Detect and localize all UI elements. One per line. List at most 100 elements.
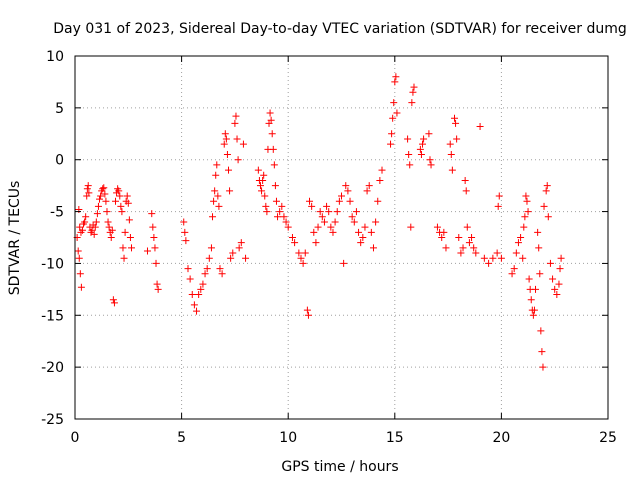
data-point-marker [126, 234, 134, 241]
x-tick-label: 20 [492, 430, 510, 446]
data-point-marker [457, 249, 465, 257]
data-point-marker [151, 244, 159, 252]
data-point-marker [357, 239, 365, 247]
data-point-marker [93, 210, 101, 218]
data-point-marker [149, 223, 157, 231]
data-point-marker [536, 270, 544, 278]
data-point-marker [338, 192, 345, 200]
data-point-marker [210, 197, 218, 205]
data-point-marker [363, 187, 371, 195]
data-point-marker [335, 197, 343, 205]
data-point-marker [274, 213, 282, 221]
data-point-marker [211, 187, 219, 195]
data-point-marker [262, 202, 270, 210]
data-point-marker [110, 299, 118, 307]
data-point-marker [205, 254, 213, 262]
data-point-marker [470, 244, 478, 252]
data-point-marker [108, 226, 116, 234]
data-point-marker [320, 218, 328, 226]
x-axis-label: GPS time / hours [281, 459, 398, 475]
data-point-marker [76, 270, 84, 278]
data-point-marker [318, 213, 326, 221]
y-tick-label: 10 [46, 49, 64, 65]
data-point-marker [389, 114, 397, 122]
data-point-marker [391, 78, 399, 86]
data-point-marker [306, 197, 314, 205]
data-point-marker [99, 185, 107, 193]
data-point-marker [121, 228, 129, 236]
data-point-marker [463, 223, 471, 231]
data-point-marker [256, 182, 264, 190]
data-point-marker [213, 161, 221, 169]
data-point-marker [312, 239, 320, 247]
data-point-marker [143, 247, 151, 255]
data-point-marker [82, 213, 90, 221]
data-point-marker [408, 99, 416, 107]
data-point-marker [440, 228, 448, 236]
data-point-marker [543, 182, 551, 190]
data-point-marker [340, 259, 348, 267]
data-point-marker [260, 171, 268, 179]
data-point-marker [390, 99, 398, 107]
data-point-marker [438, 234, 446, 241]
data-point-marker [355, 228, 363, 236]
data-point-marker [304, 311, 312, 319]
data-point-marker [480, 254, 488, 262]
data-point-marker [223, 151, 231, 159]
data-point-marker [393, 109, 401, 117]
data-point-marker [117, 202, 125, 210]
data-point-marker [215, 202, 223, 210]
data-point-marker [472, 249, 480, 257]
data-point-marker [497, 254, 505, 262]
data-point-marker [225, 166, 233, 174]
data-point-marker [404, 135, 412, 143]
data-point-marker [525, 275, 533, 283]
data-point-marker [233, 135, 241, 143]
data-point-marker [388, 130, 396, 138]
data-point-marker [102, 197, 110, 205]
data-point-marker [182, 237, 190, 245]
data-point-marker [519, 254, 527, 262]
data-point-marker [214, 192, 222, 200]
data-point-marker [299, 259, 307, 267]
data-point-marker [542, 187, 550, 195]
data-point-marker [465, 239, 473, 247]
y-tick-label: -15 [41, 308, 64, 324]
data-point-marker [489, 254, 497, 262]
data-point-marker [461, 176, 469, 184]
data-point-marker [120, 254, 128, 262]
data-point-marker [88, 226, 96, 234]
x-tick-label: 0 [71, 430, 80, 446]
data-point-marker [124, 199, 132, 207]
data-point-marker [544, 213, 552, 221]
data-point-marker [199, 280, 207, 288]
data-point-marker [520, 223, 528, 231]
data-point-marker [235, 244, 243, 252]
data-point-marker [521, 213, 529, 221]
data-point-marker [447, 151, 455, 159]
data-point-marker [209, 213, 217, 221]
data-point-marker [85, 189, 93, 197]
data-point-marker [148, 210, 156, 218]
y-axis-label: SDTVAR / TECUs [7, 181, 23, 296]
data-point-marker [538, 348, 546, 356]
data-point-marker [350, 218, 358, 226]
data-point-marker [517, 234, 525, 241]
data-point-marker [115, 187, 123, 195]
data-point-marker [392, 73, 400, 81]
x-tick-label: 15 [386, 430, 404, 446]
data-point-marker [331, 218, 339, 226]
data-point-marker [201, 270, 209, 278]
data-point-marker [112, 197, 120, 205]
data-point-marker [92, 218, 100, 226]
data-point-marker [556, 265, 564, 273]
data-point-marker [539, 363, 547, 371]
data-point-marker [291, 239, 299, 247]
data-point-marker [216, 265, 224, 273]
data-point-marker [374, 197, 382, 205]
data-point-marker [197, 285, 205, 293]
x-tick-label: 25 [599, 430, 617, 446]
data-point-marker [361, 223, 369, 231]
data-point-marker [455, 234, 463, 241]
